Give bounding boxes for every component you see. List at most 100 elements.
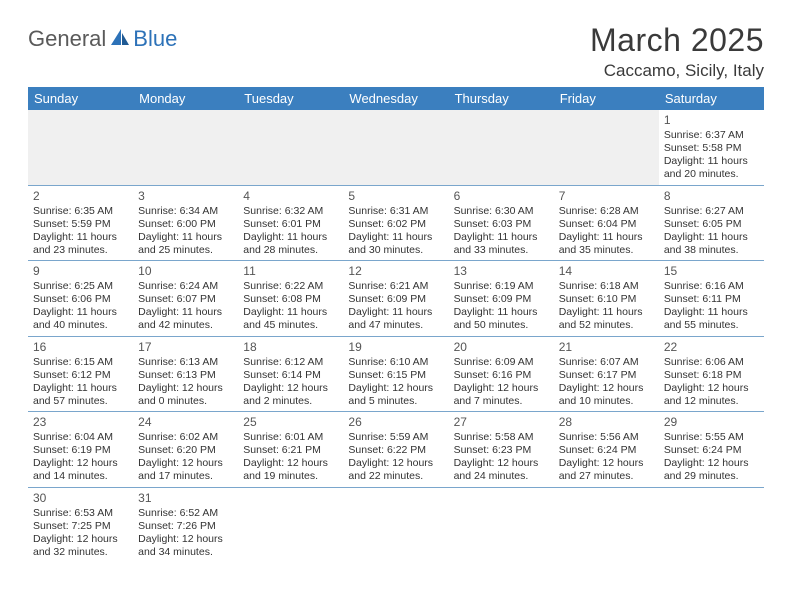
sunset-text: Sunset: 6:09 PM [454,293,549,306]
daylight-text: Daylight: 12 hours [559,457,654,470]
sunset-text: Sunset: 6:02 PM [348,218,443,231]
daylight-text: and 0 minutes. [138,395,233,408]
day-number: 4 [243,189,338,204]
daylight-text: and 10 minutes. [559,395,654,408]
daylight-text: and 32 minutes. [33,546,128,559]
sunrise-text: Sunrise: 6:30 AM [454,205,549,218]
day-number: 26 [348,415,443,430]
header: General Blue March 2025 Caccamo, Sicily,… [28,22,764,81]
sunrise-text: Sunrise: 6:10 AM [348,356,443,369]
day-number: 27 [454,415,549,430]
daylight-text: Daylight: 12 hours [664,457,759,470]
weekday-header: Saturday [659,87,764,110]
daylight-text: and 35 minutes. [559,244,654,257]
sunset-text: Sunset: 6:19 PM [33,444,128,457]
calendar-week-row: 30Sunrise: 6:53 AMSunset: 7:25 PMDayligh… [28,487,764,562]
daylight-text: and 38 minutes. [664,244,759,257]
daylight-text: and 14 minutes. [33,470,128,483]
calendar-cell: 25Sunrise: 6:01 AMSunset: 6:21 PMDayligh… [238,412,343,488]
calendar-cell: 11Sunrise: 6:22 AMSunset: 6:08 PMDayligh… [238,261,343,337]
sunset-text: Sunset: 6:05 PM [664,218,759,231]
daylight-text: and 24 minutes. [454,470,549,483]
weekday-header: Thursday [449,87,554,110]
daylight-text: Daylight: 12 hours [348,382,443,395]
day-number: 22 [664,340,759,355]
daylight-text: and 40 minutes. [33,319,128,332]
day-number: 1 [664,113,759,128]
day-number: 25 [243,415,338,430]
day-number: 13 [454,264,549,279]
daylight-text: and 33 minutes. [454,244,549,257]
day-number: 2 [33,189,128,204]
daylight-text: Daylight: 11 hours [664,155,759,168]
daylight-text: and 19 minutes. [243,470,338,483]
calendar-cell: 5Sunrise: 6:31 AMSunset: 6:02 PMDaylight… [343,185,448,261]
daylight-text: Daylight: 12 hours [33,457,128,470]
calendar-cell [449,110,554,185]
calendar-week-row: 23Sunrise: 6:04 AMSunset: 6:19 PMDayligh… [28,412,764,488]
calendar-cell [133,110,238,185]
daylight-text: and 45 minutes. [243,319,338,332]
calendar-cell: 30Sunrise: 6:53 AMSunset: 7:25 PMDayligh… [28,487,133,562]
daylight-text: and 20 minutes. [664,168,759,181]
brand-part2: Blue [133,26,177,52]
day-number: 21 [559,340,654,355]
daylight-text: and 27 minutes. [559,470,654,483]
daylight-text: Daylight: 12 hours [559,382,654,395]
daylight-text: Daylight: 11 hours [664,306,759,319]
day-number: 28 [559,415,654,430]
sunrise-text: Sunrise: 6:09 AM [454,356,549,369]
sunset-text: Sunset: 5:59 PM [33,218,128,231]
calendar-cell: 27Sunrise: 5:58 AMSunset: 6:23 PMDayligh… [449,412,554,488]
daylight-text: Daylight: 12 hours [138,533,233,546]
sunset-text: Sunset: 6:00 PM [138,218,233,231]
brand-part1: General [28,26,106,52]
day-number: 12 [348,264,443,279]
sunrise-text: Sunrise: 6:02 AM [138,431,233,444]
day-number: 20 [454,340,549,355]
daylight-text: and 55 minutes. [664,319,759,332]
calendar-cell: 4Sunrise: 6:32 AMSunset: 6:01 PMDaylight… [238,185,343,261]
day-number: 16 [33,340,128,355]
calendar-cell: 21Sunrise: 6:07 AMSunset: 6:17 PMDayligh… [554,336,659,412]
calendar-cell: 15Sunrise: 6:16 AMSunset: 6:11 PMDayligh… [659,261,764,337]
sunrise-text: Sunrise: 6:34 AM [138,205,233,218]
daylight-text: and 7 minutes. [454,395,549,408]
calendar-cell [343,487,448,562]
sunrise-text: Sunrise: 6:28 AM [559,205,654,218]
calendar-cell: 20Sunrise: 6:09 AMSunset: 6:16 PMDayligh… [449,336,554,412]
sunset-text: Sunset: 7:25 PM [33,520,128,533]
day-number: 30 [33,491,128,506]
sunset-text: Sunset: 6:11 PM [664,293,759,306]
sunset-text: Sunset: 6:20 PM [138,444,233,457]
daylight-text: Daylight: 12 hours [243,382,338,395]
calendar-cell: 24Sunrise: 6:02 AMSunset: 6:20 PMDayligh… [133,412,238,488]
sunrise-text: Sunrise: 6:18 AM [559,280,654,293]
daylight-text: Daylight: 12 hours [138,457,233,470]
sunset-text: Sunset: 6:18 PM [664,369,759,382]
daylight-text: Daylight: 11 hours [454,306,549,319]
brand-logo: General Blue [28,26,177,52]
calendar-cell: 18Sunrise: 6:12 AMSunset: 6:14 PMDayligh… [238,336,343,412]
day-number: 11 [243,264,338,279]
sunrise-text: Sunrise: 6:01 AM [243,431,338,444]
sunrise-text: Sunrise: 6:27 AM [664,205,759,218]
day-number: 19 [348,340,443,355]
sunset-text: Sunset: 5:58 PM [664,142,759,155]
daylight-text: Daylight: 11 hours [138,231,233,244]
calendar-cell: 19Sunrise: 6:10 AMSunset: 6:15 PMDayligh… [343,336,448,412]
sunrise-text: Sunrise: 6:04 AM [33,431,128,444]
calendar-cell: 8Sunrise: 6:27 AMSunset: 6:05 PMDaylight… [659,185,764,261]
weekday-header: Sunday [28,87,133,110]
calendar-week-row: 1Sunrise: 6:37 AMSunset: 5:58 PMDaylight… [28,110,764,185]
daylight-text: and 22 minutes. [348,470,443,483]
calendar-cell: 31Sunrise: 6:52 AMSunset: 7:26 PMDayligh… [133,487,238,562]
sunset-text: Sunset: 6:24 PM [559,444,654,457]
sunset-text: Sunset: 6:14 PM [243,369,338,382]
weekday-header: Tuesday [238,87,343,110]
daylight-text: Daylight: 12 hours [454,382,549,395]
calendar-cell: 14Sunrise: 6:18 AMSunset: 6:10 PMDayligh… [554,261,659,337]
calendar-cell: 3Sunrise: 6:34 AMSunset: 6:00 PMDaylight… [133,185,238,261]
calendar-cell: 2Sunrise: 6:35 AMSunset: 5:59 PMDaylight… [28,185,133,261]
sunrise-text: Sunrise: 6:37 AM [664,129,759,142]
